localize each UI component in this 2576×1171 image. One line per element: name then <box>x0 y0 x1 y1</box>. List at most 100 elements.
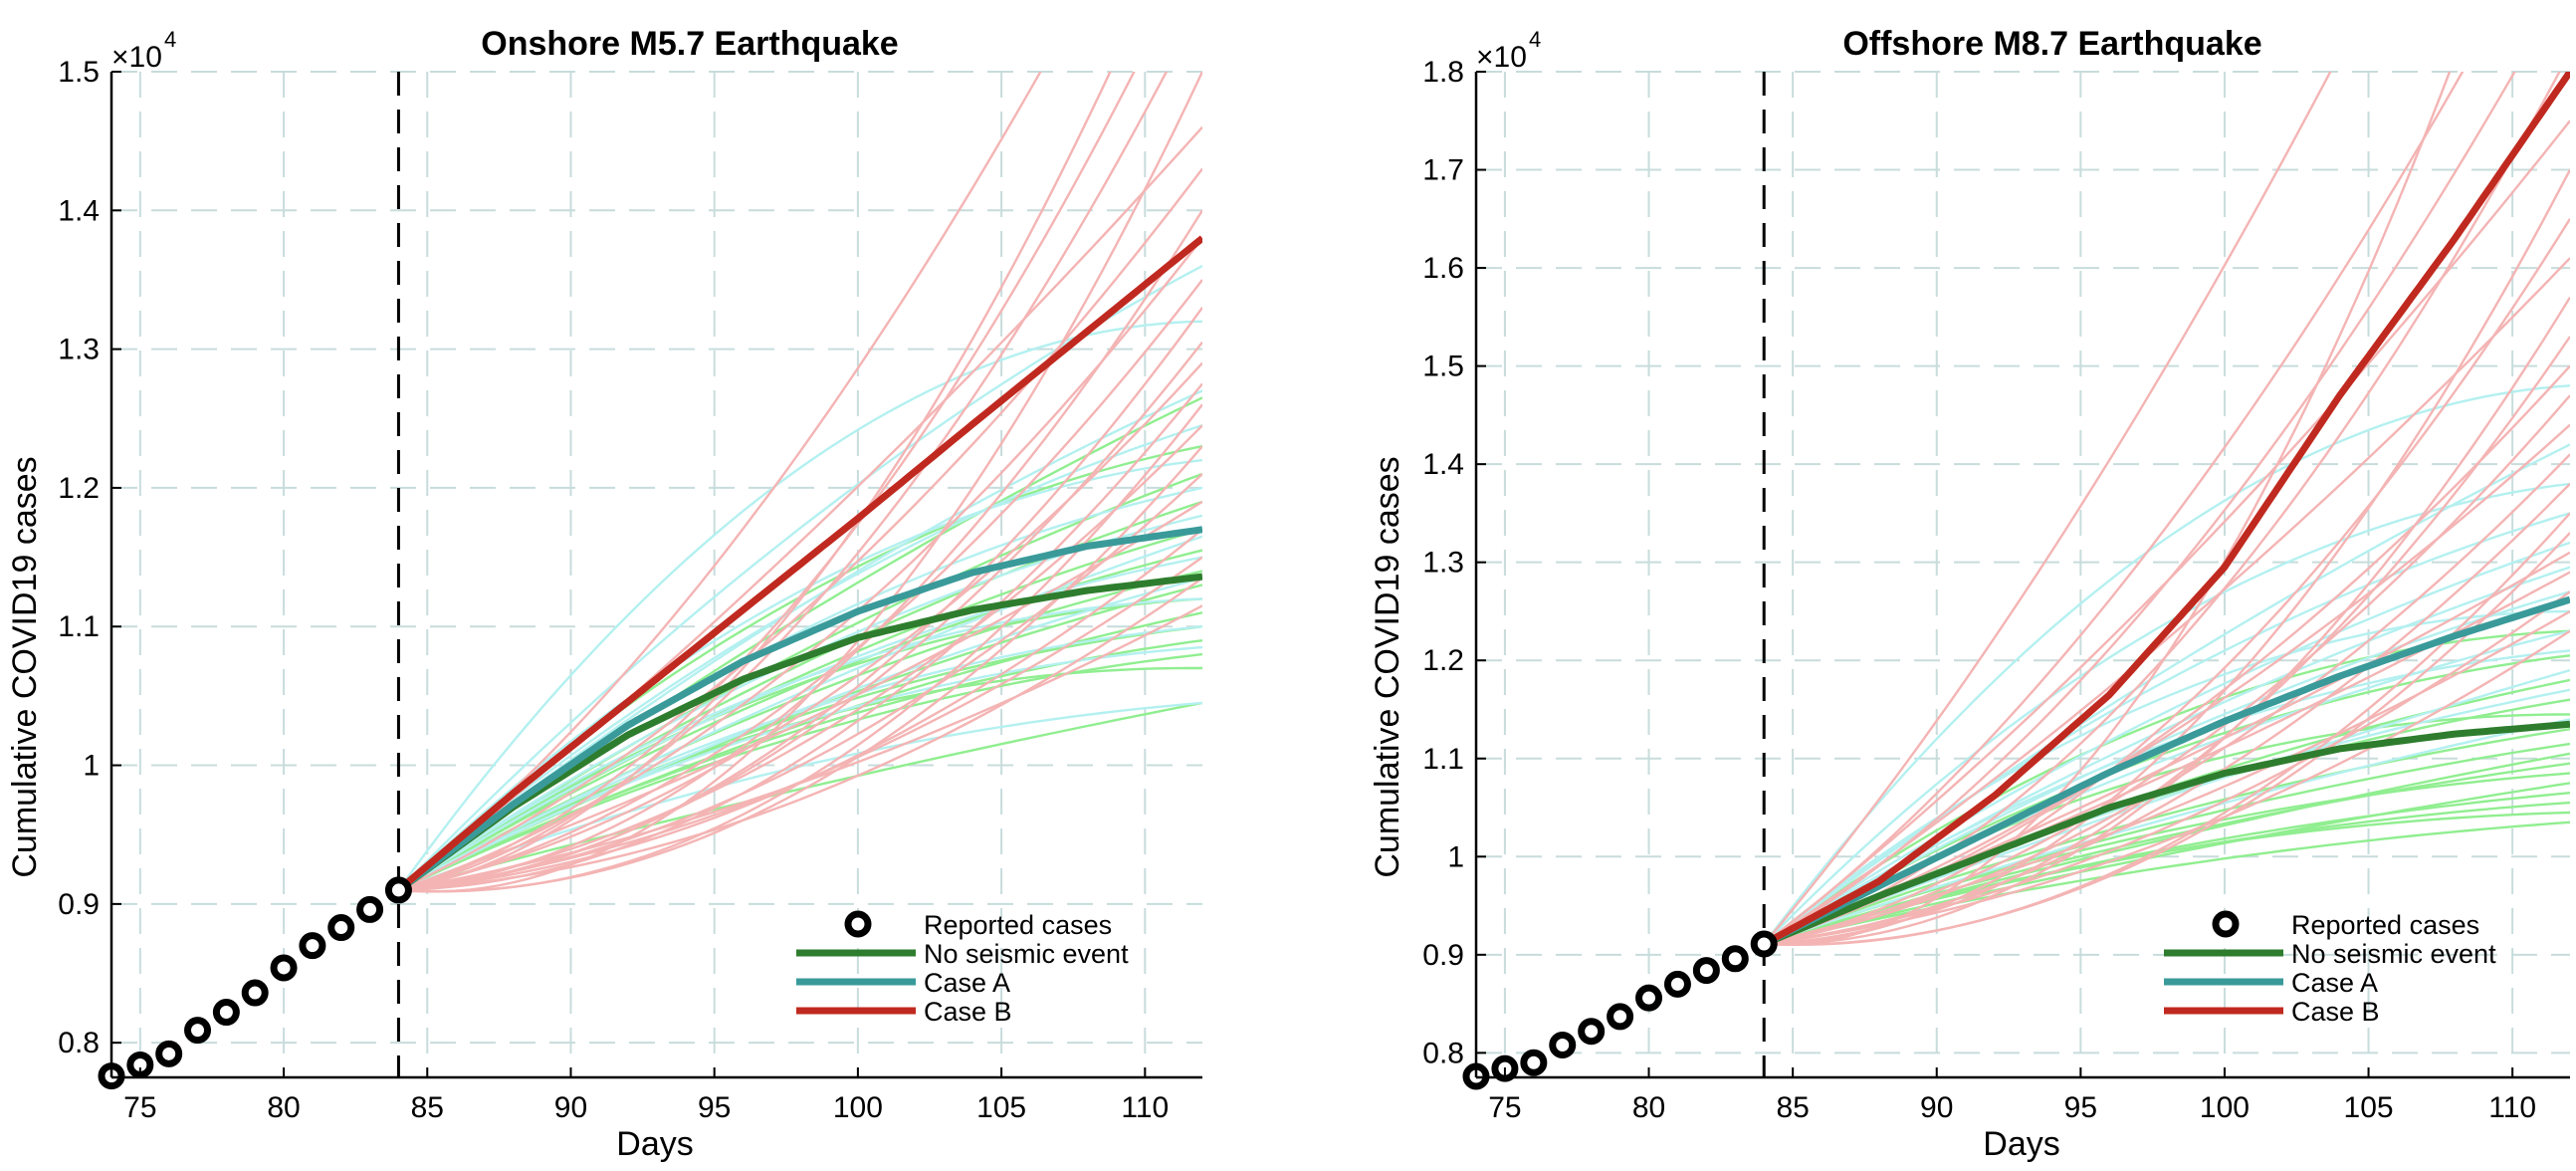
reported-case-point <box>1520 1049 1548 1076</box>
ensemble-line <box>398 209 1202 892</box>
reported-case-point <box>1607 1003 1634 1031</box>
legend-label: No seismic event <box>2291 939 2496 969</box>
ensemble-line <box>1763 541 2570 946</box>
plot-lines <box>396 72 1202 893</box>
x-tick-label: 85 <box>411 1091 444 1124</box>
ensemble-line <box>1763 72 2332 945</box>
reported-case-point <box>212 999 240 1027</box>
ensemble-line <box>1763 443 2570 945</box>
x-tick-label: 75 <box>123 1091 156 1124</box>
ensemble-line <box>397 167 1202 891</box>
y-axis-label: Cumulative COVID19 cases <box>6 456 44 877</box>
ensemble-line <box>1763 820 2570 946</box>
ensemble-line <box>397 72 1042 891</box>
y-tick-label: 1.5 <box>1422 351 1464 383</box>
ensemble-line <box>398 72 1136 892</box>
legend-marker <box>2212 910 2240 938</box>
ensemble-line <box>397 577 1202 891</box>
panel-offshore: Offshore M8.7 Earthquake Cumulative COVI… <box>1369 25 2570 1163</box>
series-line-case-b <box>396 235 1202 893</box>
y-tick-label: 1.5 <box>58 56 100 89</box>
ensemble-line <box>398 72 1202 893</box>
ensemble-line <box>398 72 1169 892</box>
ensemble-line <box>1763 384 2570 945</box>
legend-label: Case B <box>2291 997 2380 1027</box>
y-exponent-base: ×10 <box>1476 41 1527 74</box>
ensemble-line <box>1763 668 2570 946</box>
x-tick-label: 110 <box>2488 1091 2536 1124</box>
y-tick-label: 1.8 <box>1422 56 1464 89</box>
series-line-case-a <box>1762 595 2570 948</box>
ensemble-line <box>398 701 1202 892</box>
y-tick-label: 1.4 <box>58 194 100 227</box>
ensemble-line <box>398 307 1202 892</box>
ensemble-line <box>1763 482 2570 945</box>
series-line-case-a <box>396 526 1202 893</box>
ensemble-pink <box>1763 72 2570 947</box>
y-exponent-power: 4 <box>164 27 176 52</box>
ensemble-line <box>1763 762 2570 946</box>
y-tick-label: 0.8 <box>58 1027 100 1059</box>
x-tick-label: 85 <box>1776 1091 1809 1124</box>
reported-case-point <box>1549 1031 1577 1058</box>
reported-case-point <box>1635 984 1663 1012</box>
x-tick-label: 90 <box>1920 1091 1953 1124</box>
ensemble-cyan <box>1763 384 2570 946</box>
reported-cases-markers <box>98 876 412 1090</box>
y-tick-label: 1.1 <box>1422 743 1464 776</box>
y-exponent-power: 4 <box>1529 27 1541 52</box>
plot-area: 75 80 85 90 95 100 105 110 0.8 0.9 1 1.1 1.2 1.3 1.4 1.… <box>58 56 1202 1124</box>
legend-label: Reported cases <box>2291 910 2479 940</box>
ensemble-line <box>397 444 1202 891</box>
ensemble-line <box>1763 512 2570 945</box>
reported-case-point <box>1578 1018 1606 1046</box>
reported-case-point <box>1721 945 1749 973</box>
y-tick-label: 1 <box>1447 840 1464 873</box>
ensemble-line <box>1763 218 2570 946</box>
reported-case-point <box>299 932 326 960</box>
y-tick-label: 1.7 <box>1422 154 1464 187</box>
legend-marker <box>844 910 872 938</box>
x-tick-label: 75 <box>1488 1091 1521 1124</box>
reported-case-point <box>384 876 412 904</box>
ensemble-line <box>1763 72 2465 945</box>
x-tick-label: 95 <box>2064 1091 2097 1124</box>
x-tick-label: 90 <box>554 1091 587 1124</box>
ensemble-line <box>397 125 1202 891</box>
ensemble-line <box>398 72 1112 892</box>
x-tick-label: 100 <box>2200 1091 2250 1124</box>
ensemble-line <box>1763 609 2570 945</box>
y-tick-label: 0.9 <box>58 888 100 921</box>
ensemble-line <box>1763 782 2570 946</box>
ensemble-line <box>398 279 1202 892</box>
x-axis-label: Days <box>1983 1125 2059 1163</box>
reported-case-point <box>270 954 298 982</box>
y-axis-label: Cumulative COVID19 cases <box>1369 456 1406 877</box>
y-tick-label: 1.6 <box>1422 252 1464 285</box>
x-tick-label: 105 <box>976 1091 1026 1124</box>
legend-label: Case A <box>924 968 1010 998</box>
ensemble-line <box>398 500 1202 892</box>
legend-label: No seismic event <box>924 939 1129 969</box>
plot-area: 75 80 85 90 95 100 105 110 0.8 0.9 1 1.1 1.2 1.3 1.4 1.… <box>1422 56 2570 1124</box>
ensemble-line <box>1763 718 2570 946</box>
ensemble-line <box>398 403 1202 893</box>
legend-label: Case A <box>2291 968 2378 998</box>
reported-case-point <box>155 1040 183 1067</box>
y-tick-label: 0.8 <box>1422 1037 1464 1069</box>
panel-onshore: Onshore M5.7 Earthquake Cumulative COVID… <box>6 25 1202 1163</box>
ensemble-line <box>1763 394 2570 946</box>
plot-lines <box>1762 72 2570 948</box>
y-exponent: ×10 4 <box>1476 27 1541 74</box>
chart-title: Offshore M8.7 Earthquake <box>1842 25 2261 63</box>
ticks: 75 80 85 90 95 100 105 110 0.8 0.9 1 1.1 1.2 1.3 1.4 1.… <box>58 56 1169 1124</box>
ensemble-line <box>1764 512 2570 947</box>
x-tick-label: 110 <box>1121 1091 1169 1124</box>
chart-title: Onshore M5.7 Earthquake <box>481 25 898 63</box>
reported-cases-markers <box>1462 930 1778 1090</box>
reported-case-point <box>241 979 269 1007</box>
reported-case-point <box>327 914 355 942</box>
reported-case-point <box>1663 970 1691 998</box>
x-tick-label: 105 <box>2344 1091 2394 1124</box>
